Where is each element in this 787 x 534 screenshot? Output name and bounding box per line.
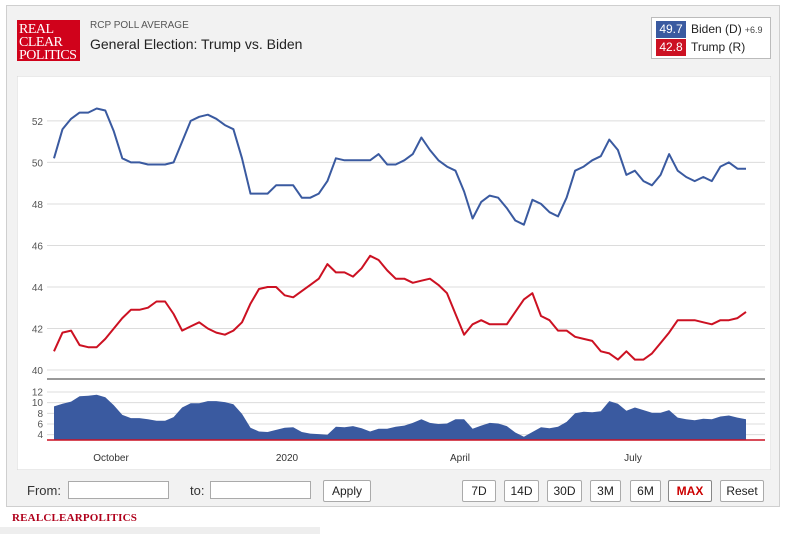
from-label: From:	[27, 483, 61, 498]
y-tick-label: 48	[32, 200, 44, 211]
spread-area	[47, 394, 765, 441]
main-y-axis: 40 42 44 46 48 50 52	[32, 117, 44, 377]
biden-line[interactable]	[53, 107, 746, 226]
range-max-button[interactable]: MAX	[668, 480, 712, 502]
range-30d-button[interactable]: 30D	[547, 480, 582, 502]
y-tick-label: 40	[32, 366, 44, 377]
spread-tick-label: 4	[37, 430, 43, 441]
page-title: General Election: Trump vs. Biden	[90, 36, 303, 52]
rcp-logo[interactable]: REAL CLEAR POLITICS	[17, 20, 80, 63]
logo-line-3: POLITICS	[19, 48, 77, 63]
y-tick-label: 44	[32, 283, 44, 294]
spread-tick-label: 10	[32, 398, 44, 409]
range-3m-button[interactable]: 3M	[590, 480, 621, 502]
logo-line-2: CLEAR	[19, 35, 63, 50]
poll-average-label: RCP POLL AVERAGE	[90, 20, 189, 31]
x-axis-label: October	[93, 453, 129, 464]
x-axis-label: April	[450, 453, 470, 464]
spread-tick-label: 6	[37, 420, 43, 431]
trump-value-badge: 42.8	[656, 39, 686, 56]
biden-spread: +6.9	[744, 25, 763, 35]
apply-button[interactable]: Apply	[323, 480, 371, 502]
spread-area-fill[interactable]	[54, 394, 746, 440]
main-series	[53, 107, 747, 361]
x-axis-labels: October 2020 April July	[93, 453, 642, 464]
x-axis-label: July	[624, 453, 642, 464]
x-axis-label: 2020	[276, 453, 299, 464]
legend: 49.7 Biden (D) +6.9 42.8 Trump (R)	[651, 17, 771, 59]
y-tick-label: 46	[32, 241, 44, 252]
range-7d-button[interactable]: 7D	[462, 480, 496, 502]
spread-tick-label: 12	[32, 388, 44, 399]
to-label: to:	[190, 483, 205, 498]
main-gridlines	[47, 120, 765, 371]
spread-tick-label: 8	[37, 409, 43, 420]
range-6m-button[interactable]: 6M	[630, 480, 661, 502]
from-date-input[interactable]	[68, 481, 169, 499]
biden-value-badge: 49.7	[656, 21, 686, 38]
watermark[interactable]: REALCLEARPOLITICS	[12, 512, 138, 524]
legend-item-trump[interactable]: 42.8 Trump (R)	[656, 39, 770, 56]
range-controls: From: to: Apply 7D 14D 30D 3M 6M MAX Res…	[16, 474, 772, 506]
bottom-strip	[0, 527, 320, 534]
biden-name: Biden (D)	[691, 22, 742, 36]
y-tick-label: 52	[32, 117, 44, 128]
trump-line[interactable]	[53, 254, 747, 361]
range-14d-button[interactable]: 14D	[504, 480, 539, 502]
legend-item-biden[interactable]: 49.7 Biden (D) +6.9	[656, 21, 770, 38]
plot-background	[17, 76, 771, 470]
y-tick-label: 50	[32, 158, 44, 169]
reset-button[interactable]: Reset	[720, 480, 764, 502]
to-date-input[interactable]	[210, 481, 311, 499]
y-tick-label: 42	[32, 324, 44, 335]
trump-name: Trump (R)	[691, 40, 746, 54]
logo-line-1: REAL	[19, 22, 54, 37]
